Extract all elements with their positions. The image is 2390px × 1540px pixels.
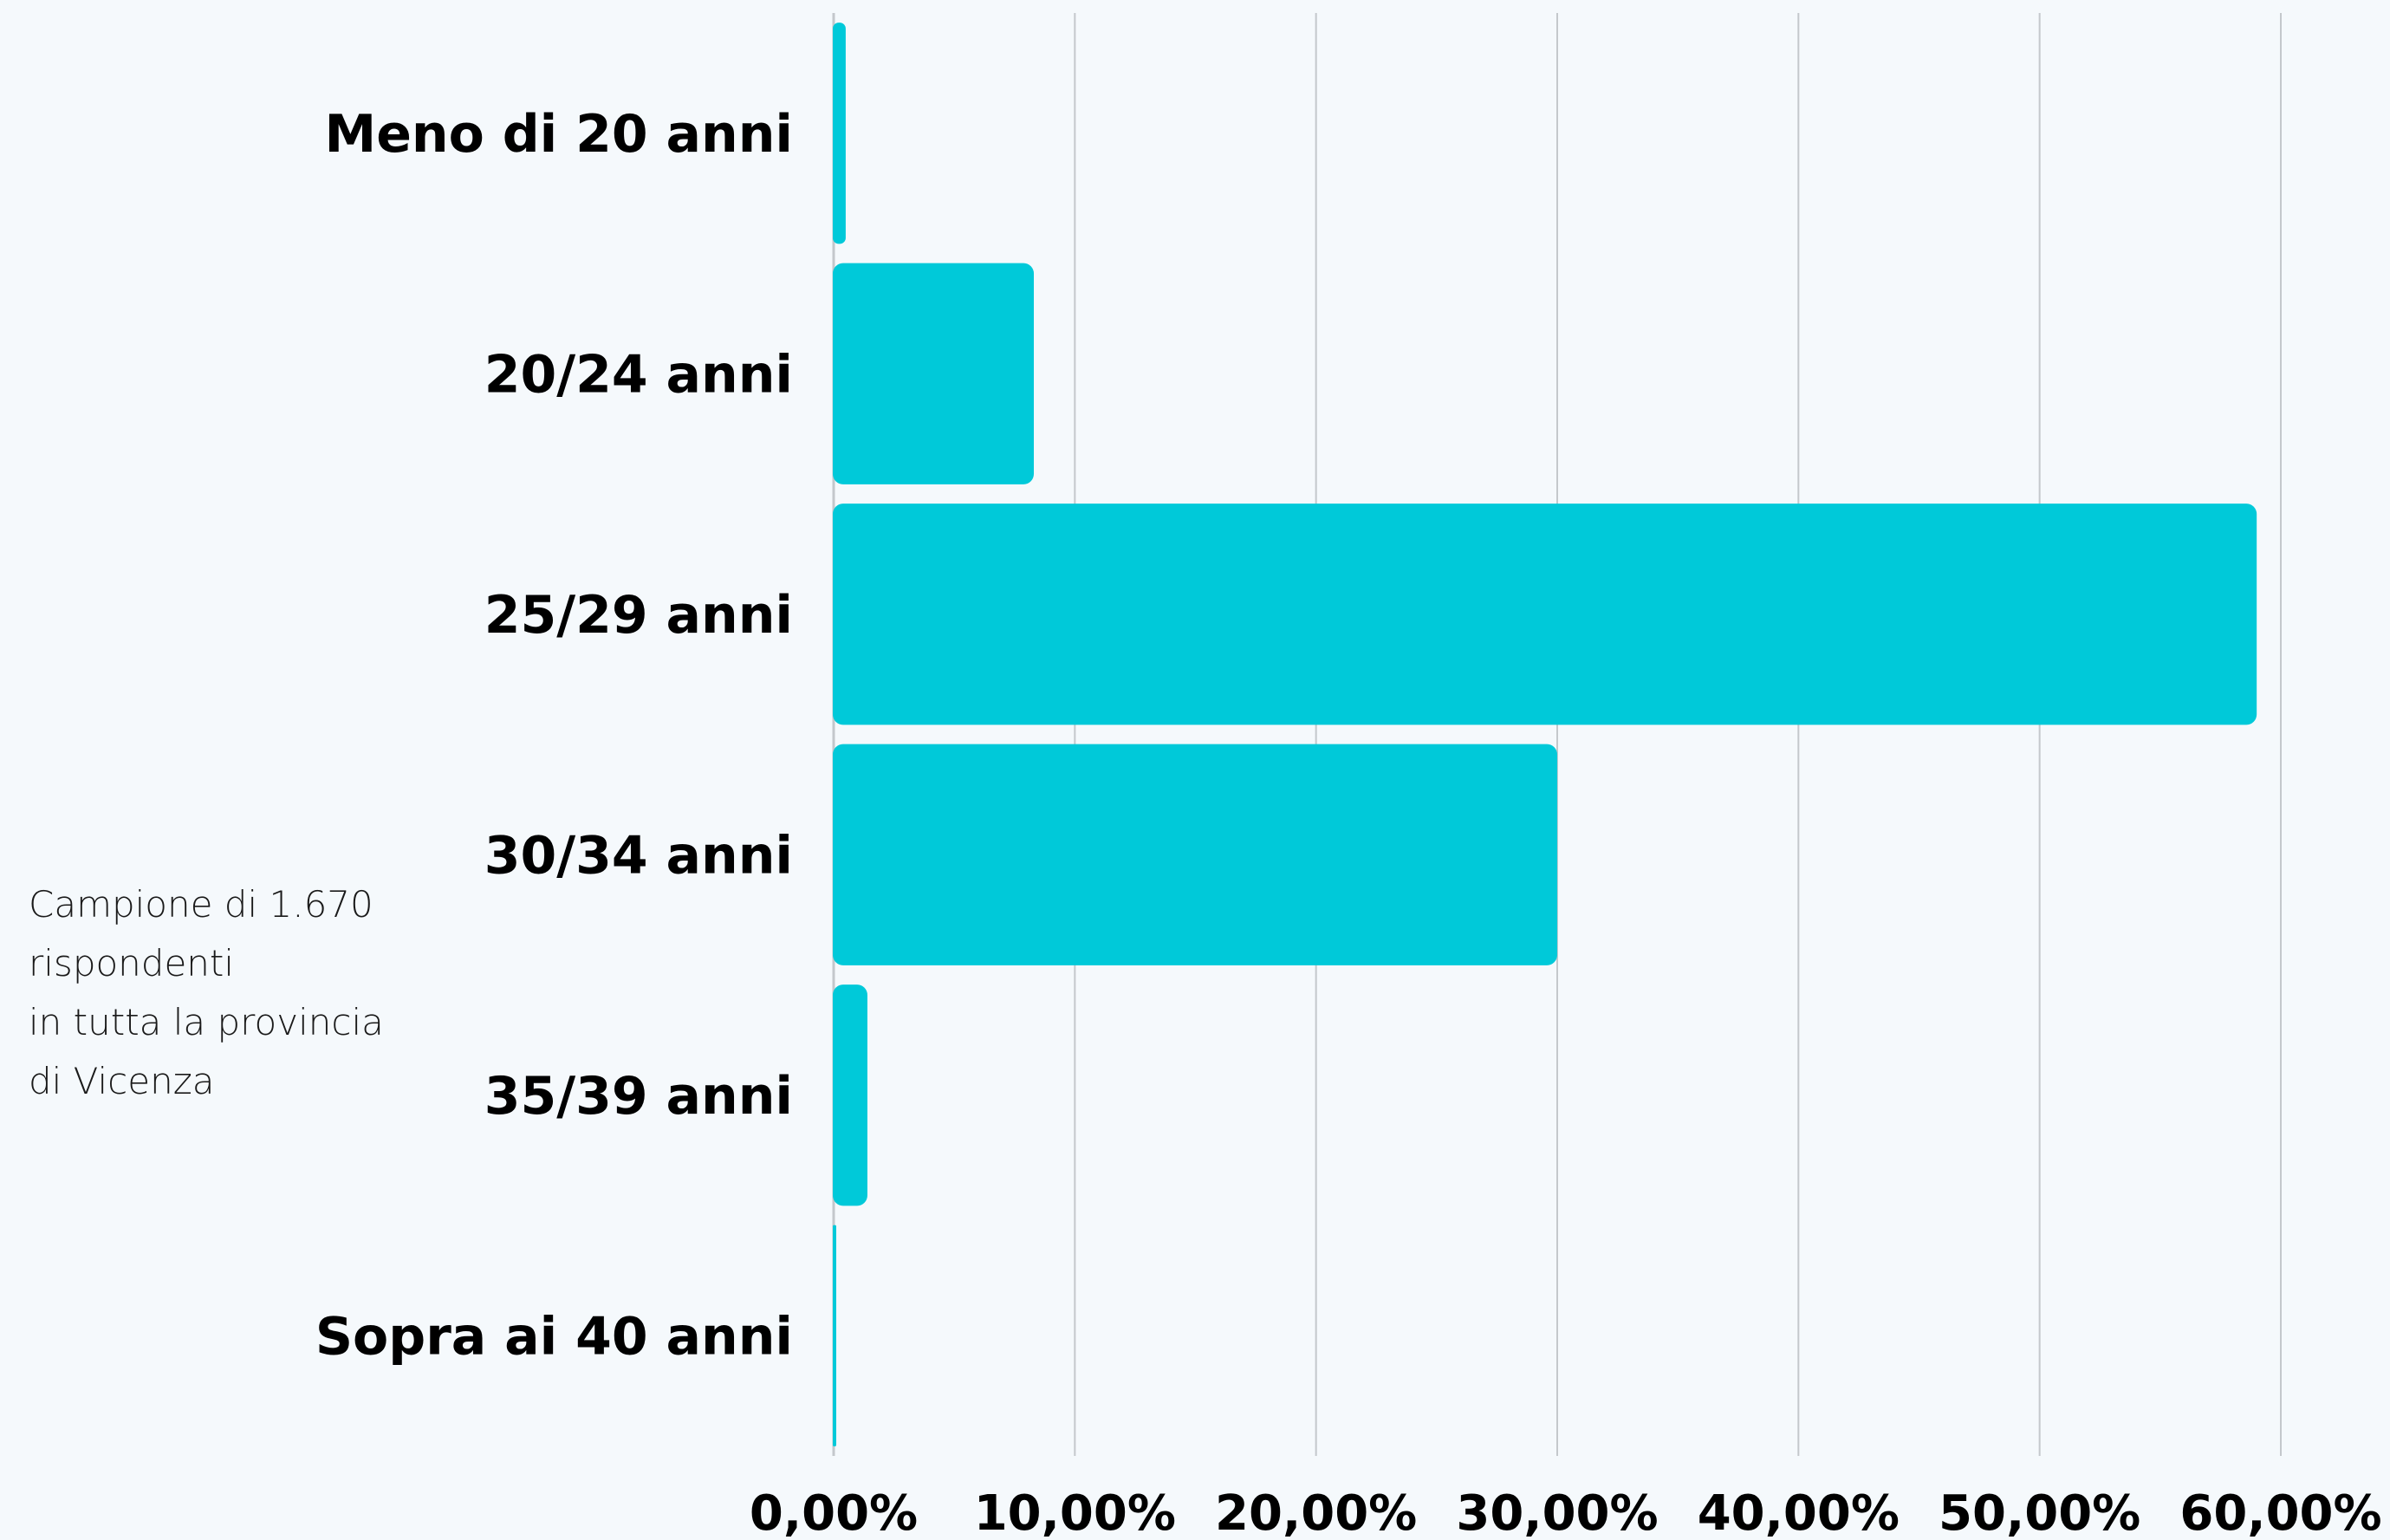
bar-layer — [833, 23, 2257, 1446]
bar — [833, 1225, 836, 1446]
bar — [833, 263, 1035, 484]
x-tick-label: 10,00% — [974, 1485, 1176, 1540]
x-tick-label: 50,00% — [1939, 1485, 2140, 1540]
category-label: Meno di 20 anni — [325, 104, 794, 165]
x-tick-label: 60,00% — [2179, 1485, 2381, 1540]
x-tick-label: 20,00% — [1215, 1485, 1417, 1540]
bar — [833, 744, 1557, 965]
category-label: 25/29 anni — [484, 585, 793, 646]
category-label-layer: Meno di 20 anni 20/24 anni 25/29 anni 30/34… — [315, 104, 793, 1368]
bar — [833, 504, 2257, 725]
grid-layer — [832, 13, 2282, 1456]
x-tick-label: 0,00% — [750, 1485, 918, 1540]
category-label: 35/39 anni — [484, 1066, 793, 1127]
sample-note: Campione di 1.670 rispondenti in tutta l… — [29, 875, 384, 1111]
category-label: 30/34 anni — [484, 825, 793, 886]
sample-note-line: di Vicenza — [29, 1060, 215, 1102]
category-label: 20/24 anni — [484, 344, 793, 405]
x-tick-label: 30,00% — [1456, 1485, 1658, 1540]
bar — [833, 23, 846, 244]
sample-note-line: in tutta la provincia — [29, 1001, 384, 1043]
category-label: Sopra ai 40 anni — [315, 1306, 793, 1367]
x-tick-label: 40,00% — [1698, 1485, 1900, 1540]
sample-note-line: rispondenti — [29, 942, 235, 984]
tick-label-layer: 0,00% 10,00% 20,00% 30,00% 40,00% 50,00% 60,00… — [750, 1485, 2382, 1540]
bar — [833, 984, 867, 1206]
sample-note-line: Campione di 1.670 — [29, 883, 373, 926]
